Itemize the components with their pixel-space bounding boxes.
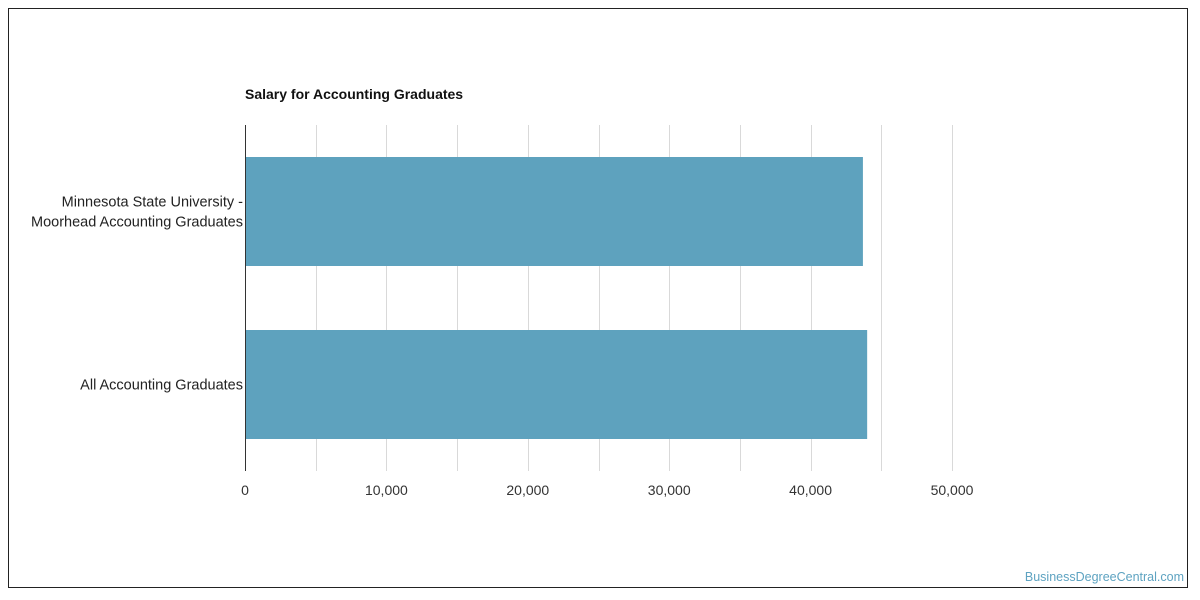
x-tick-label: 30,000 (648, 482, 691, 498)
category-label-line: Minnesota State University - (62, 195, 243, 211)
chart-frame (8, 8, 1188, 588)
source-watermark[interactable]: BusinessDegreeCentral.com (1024, 570, 1184, 584)
bar-2[interactable] (245, 330, 868, 439)
category-label-line: All Accounting Graduates (80, 378, 243, 394)
x-tick-label: 0 (241, 482, 249, 498)
x-tick-labels: 0 10,000 20,000 30,000 40,000 50,000 (241, 482, 974, 498)
bars (245, 157, 868, 439)
chart-title: Salary for Accounting Graduates (245, 86, 463, 102)
category-label: Minnesota State University - Moorhead Acc… (31, 195, 243, 231)
bar-1[interactable] (245, 157, 863, 266)
x-tick-label: 20,000 (506, 482, 549, 498)
category-labels: Minnesota State University - Moorhead Acc… (31, 195, 243, 394)
x-tick-label: 40,000 (789, 482, 832, 498)
category-label: All Accounting Graduates (80, 378, 243, 394)
x-tick-label: 10,000 (365, 482, 408, 498)
category-label-line: Moorhead Accounting Graduates (31, 215, 243, 231)
x-tick-label: 50,000 (931, 482, 974, 498)
